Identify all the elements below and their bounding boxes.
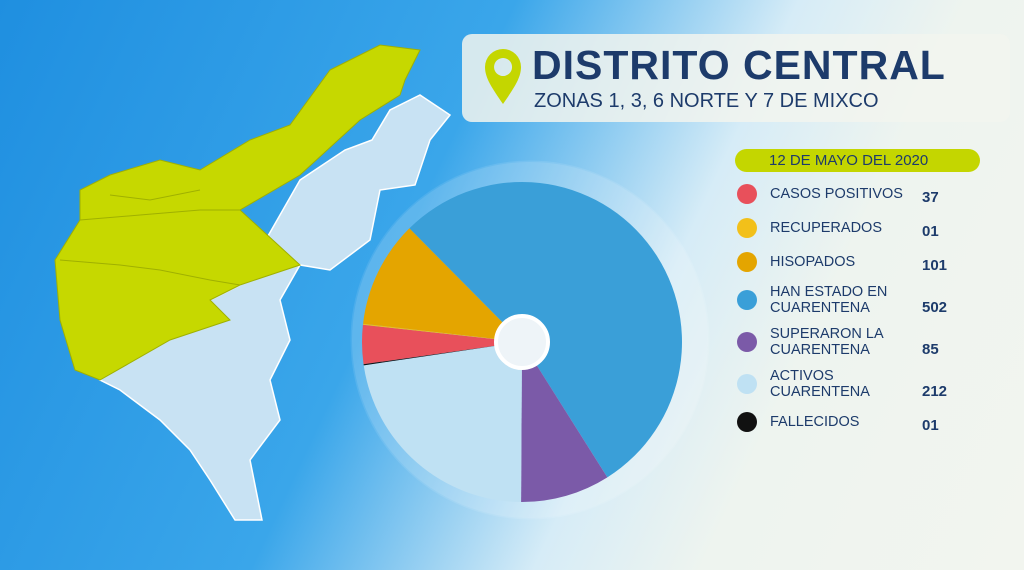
pie-slice — [363, 342, 522, 366]
legend-value: 101 — [922, 257, 948, 274]
legend-row: HAN ESTADO EN CUARENTENA 502 — [735, 284, 947, 316]
legend-swatch — [737, 290, 757, 310]
legend-value: 212 — [922, 383, 948, 400]
legend-row: CASOS POSITIVOS 37 — [735, 182, 947, 206]
legend-row: FALLECIDOS 01 — [735, 410, 947, 434]
map-borders — [59, 189, 241, 286]
legend-label: FALLECIDOS — [770, 414, 860, 430]
pie-slice — [363, 342, 522, 502]
legend-row: SUPERARON LA CUARENTENA 85 — [735, 326, 947, 358]
legend-label: ACTIVOS CUARENTENA — [770, 368, 870, 400]
legend-row: RECUPERADOS 01 — [735, 216, 947, 240]
pie-slice — [521, 342, 608, 502]
legend-row: ACTIVOS CUARENTENA 212 — [735, 368, 947, 400]
map-region — [98, 94, 452, 521]
legend-label: HAN ESTADO EN CUARENTENA — [770, 284, 888, 316]
legend-row: HISOPADOS 101 — [735, 250, 947, 274]
title-panel — [462, 34, 1010, 122]
legend-label: HISOPADOS — [770, 254, 856, 270]
pie-slice — [362, 324, 522, 365]
legend-label: RECUPERADOS — [770, 220, 882, 236]
legend-swatch — [737, 412, 757, 432]
legend-swatch — [737, 332, 757, 352]
legend-value: 85 — [922, 341, 939, 358]
legend-swatch — [737, 184, 757, 204]
map-region-highlight — [54, 44, 421, 381]
legend-value: 01 — [922, 417, 939, 434]
pie-slice — [362, 323, 522, 342]
legend-swatch — [737, 252, 757, 272]
legend-label: SUPERARON LA CUARENTENA — [770, 326, 883, 358]
pie-slice — [363, 228, 522, 342]
pin-icon — [485, 49, 521, 104]
title: DISTRITO CENTRAL — [532, 42, 946, 88]
legend-value: 37 — [922, 189, 939, 206]
legend: CASOS POSITIVOS 37 RECUPERADOS 01 HISOPADOS 1… — [735, 182, 947, 434]
pie-hub — [494, 314, 550, 370]
legend-swatch — [737, 218, 757, 238]
legend-value: 01 — [922, 223, 939, 240]
legend-swatch — [737, 374, 757, 394]
legend-value: 502 — [922, 299, 948, 316]
legend-label: CASOS POSITIVOS — [770, 186, 903, 202]
subtitle: ZONAS 1, 3, 6 NORTE Y 7 DE MIXCO — [534, 90, 879, 112]
date: 12 DE MAYO DEL 2020 — [735, 149, 980, 172]
